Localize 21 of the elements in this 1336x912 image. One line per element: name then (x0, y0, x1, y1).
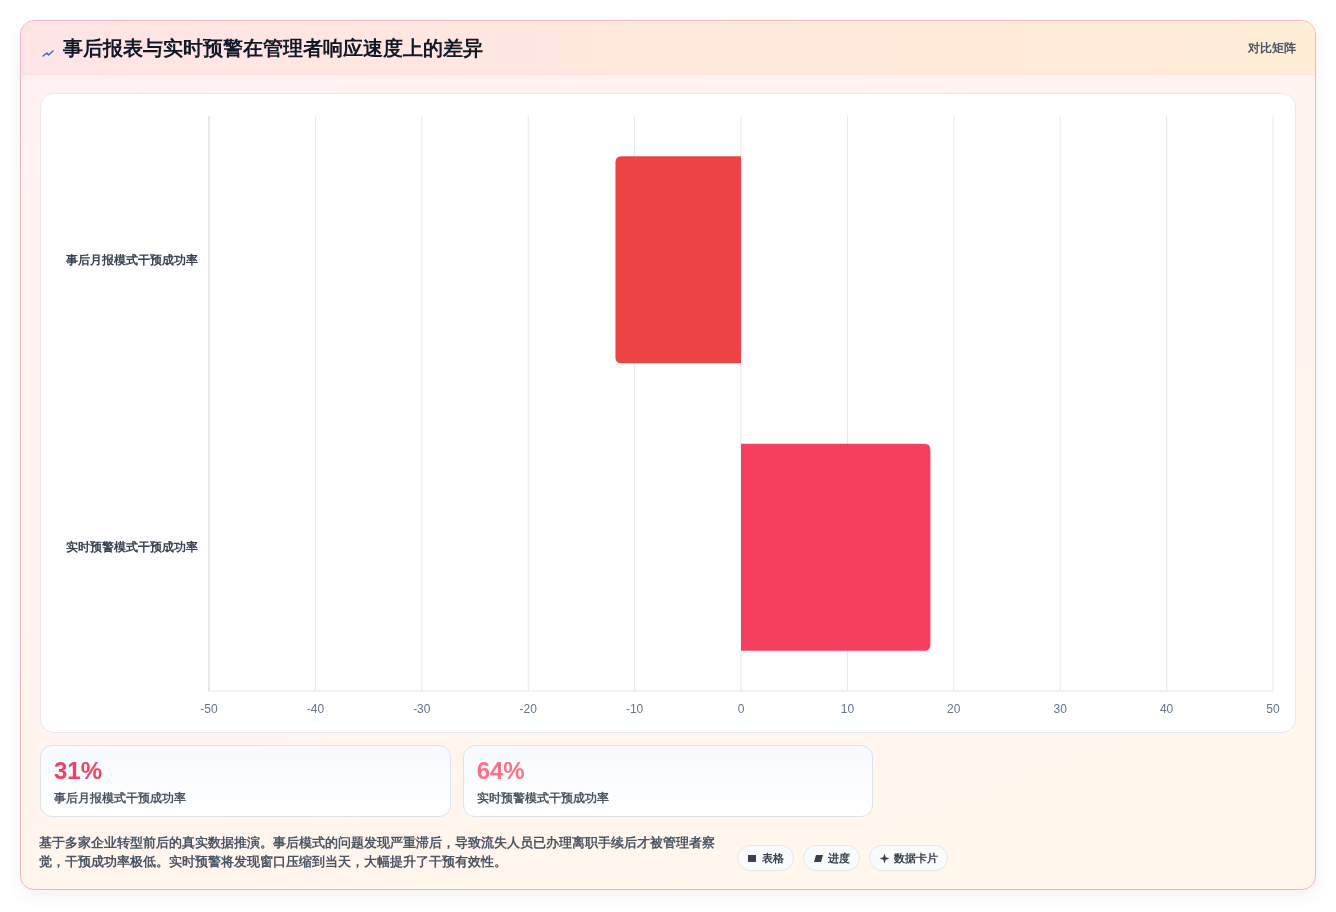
text: 对比矩阵 (1248, 40, 1296, 56)
x-tick-label: -50 (200, 702, 218, 716)
x-tick-label: 50 (1266, 702, 1280, 716)
category-label: 实时预警模式干预成功率 (476, 790, 609, 806)
x-tick-label: -30 (413, 702, 431, 716)
text: 数据卡片 (894, 850, 938, 866)
x-tick-label: -10 (625, 702, 644, 716)
x-tick-label: 10 (840, 702, 855, 716)
text: 基于多家企业转型前后的真实数据推演。事后模式的问题发现严重滞后，导致流失人员已办理离职手续后才被管理者察觉，干预成功率极低。实时预警将发现窗口压缩到当天，大幅提升了干预有效性。 (39, 834, 716, 871)
category-label: 事后月报模式干预成功率 (54, 790, 186, 806)
x-tick-label: -20 (519, 702, 538, 716)
text: 31% (54, 757, 103, 784)
x-tick-label: -40 (306, 702, 325, 716)
x-tick-label: 30 (1053, 702, 1068, 716)
x-tick-label: 40 (1159, 702, 1174, 716)
text: 64% (476, 757, 525, 784)
x-tick-label: 20 (947, 702, 961, 716)
text: 表格 (762, 850, 784, 866)
chart-title: 事后报表与实时预警在管理者响应速度上的差异 (63, 36, 483, 60)
text: 进度 (828, 850, 850, 866)
x-tick-label: 0 (737, 702, 745, 716)
